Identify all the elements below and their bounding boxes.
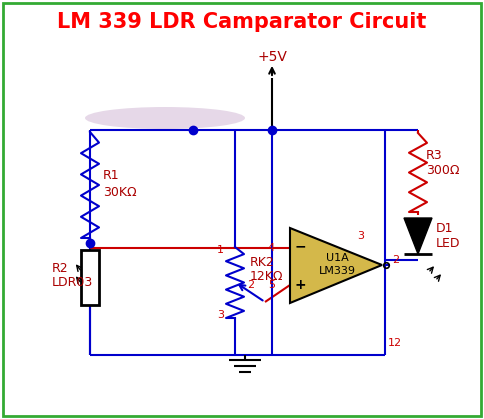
Text: 12: 12 — [388, 338, 402, 348]
Text: R2: R2 — [52, 261, 69, 274]
Bar — [81, 250, 99, 305]
Text: −: − — [294, 239, 306, 253]
Text: +: + — [294, 278, 306, 292]
Text: R1: R1 — [103, 168, 120, 181]
Text: 3: 3 — [217, 310, 224, 320]
Text: +5V: +5V — [257, 50, 287, 64]
Text: 1: 1 — [217, 245, 224, 255]
Text: 2: 2 — [247, 280, 254, 290]
Text: 2: 2 — [392, 255, 399, 265]
Text: RK2: RK2 — [250, 256, 275, 269]
Text: D1: D1 — [436, 222, 454, 235]
Text: 30KΩ: 30KΩ — [103, 186, 136, 199]
Text: 12KΩ: 12KΩ — [250, 271, 284, 284]
Text: 3: 3 — [357, 231, 364, 241]
Polygon shape — [404, 218, 432, 254]
Text: 300Ω: 300Ω — [426, 163, 459, 176]
Ellipse shape — [85, 107, 245, 129]
Text: U1A: U1A — [327, 253, 349, 263]
Text: LED: LED — [436, 236, 460, 249]
Text: LDR03: LDR03 — [52, 276, 93, 289]
Polygon shape — [290, 228, 382, 303]
Text: R3: R3 — [426, 148, 443, 161]
Text: LM339: LM339 — [319, 266, 356, 276]
Text: 5: 5 — [268, 280, 275, 290]
Text: LM 339 LDR Camparator Circuit: LM 339 LDR Camparator Circuit — [57, 12, 427, 32]
Text: 4: 4 — [268, 243, 275, 253]
